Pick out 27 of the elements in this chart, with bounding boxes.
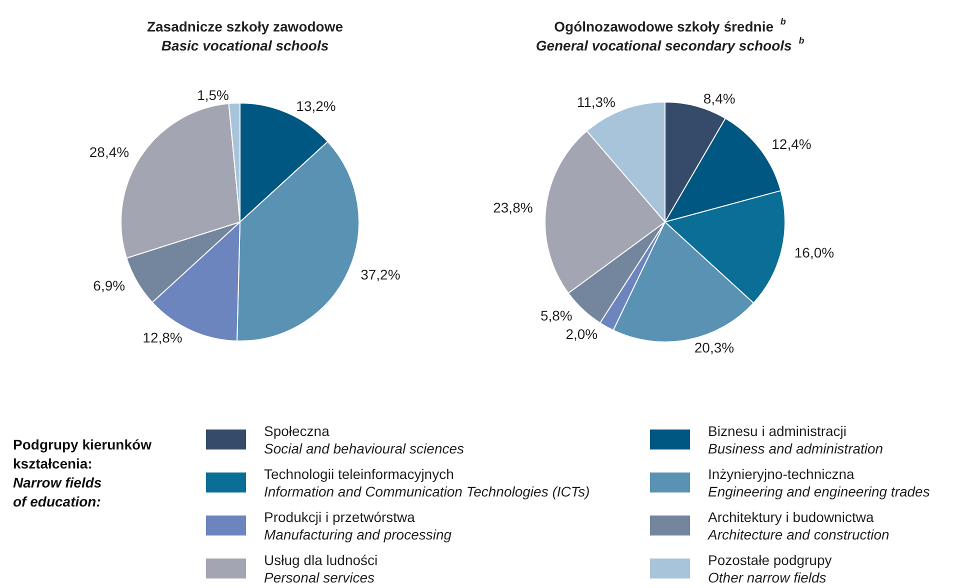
data-label: 37,2% [360, 266, 400, 283]
data-label: 8,4% [703, 90, 736, 106]
legend-label: Inżynieryjno-techniczna Engineering and engineering trades [708, 466, 930, 500]
data-label: 23,8% [493, 200, 533, 216]
legend-label: Pozostałe podgrupy Other narrow fields [708, 552, 832, 586]
data-label: 5,8% [540, 307, 572, 324]
legend-label: Społeczna Social and behavioural sciences [264, 423, 464, 456]
data-label: 12,8% [142, 330, 182, 346]
legend-title: Podgrupy kierunków kształcenia: Narrow fields of education: [13, 436, 152, 510]
data-label: 12,4% [772, 136, 812, 152]
chart-subtitle: Basic vocational schools [161, 38, 329, 54]
chart-title: Zasadnicze szkoły zawodowe [146, 18, 344, 34]
data-label: 11,3% [576, 94, 616, 110]
data-label: 2,0% [566, 326, 598, 342]
data-label: 6,9% [93, 278, 126, 294]
legend-label: Produkcji i przetwórstwa Manufacturing and processing [264, 509, 452, 542]
legend-label: Biznesu i administracji Business and administration [708, 423, 884, 456]
data-label: 28,4% [89, 144, 130, 160]
legend-label: Architektury i budownictwa Architecture and construction [707, 509, 890, 542]
data-label: 1,5% [197, 87, 230, 104]
data-label: 20,3% [694, 340, 734, 356]
chart-subtitle: General vocational secondary schools b [536, 36, 805, 54]
legend-label: Usług dla ludności Personal services [264, 552, 378, 586]
legend-label: Technologii teleinformacyjnych Information and Communication Technologies (ICTs) [264, 466, 590, 500]
chart-title: Ogólnozawodowe szkoły średnie b [554, 16, 786, 34]
data-label: 13,2% [296, 98, 336, 114]
data-label: 16,0% [794, 244, 834, 260]
